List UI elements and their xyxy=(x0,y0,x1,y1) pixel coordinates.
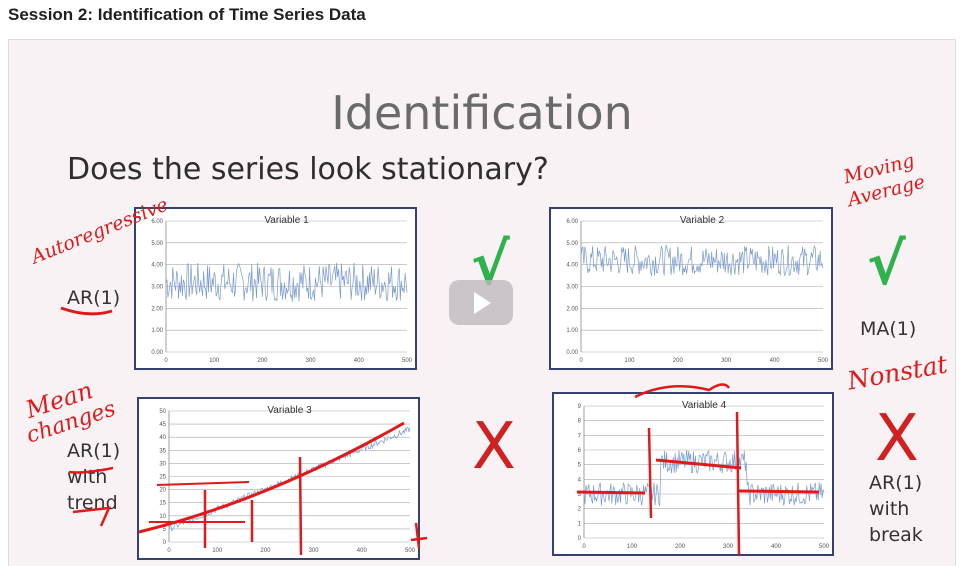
y-tick-label: 3 xyxy=(578,492,582,498)
y-tick-label: 0.00 xyxy=(151,350,163,356)
x-tick-label: 100 xyxy=(209,358,220,364)
x-tick-label: 0 xyxy=(167,548,171,554)
annotation-nonstat: Nonstat xyxy=(845,349,950,396)
x-tick-label: 500 xyxy=(818,358,829,364)
x-tick-label: 500 xyxy=(819,544,830,550)
x-tick-label: 0 xyxy=(579,358,583,364)
y-tick-label: 4 xyxy=(578,477,582,483)
y-tick-label: 9 xyxy=(578,404,582,410)
label-ar1-trend: AR(1) with trend xyxy=(67,438,120,516)
series-line xyxy=(580,244,824,276)
y-tick-label: 30 xyxy=(159,461,166,467)
y-tick-label: 3.00 xyxy=(151,285,163,291)
y-tick-label: 1.00 xyxy=(151,328,163,334)
label-trend: trend xyxy=(67,492,118,514)
chart-title: Variable 2 xyxy=(680,215,725,226)
y-tick-label: 1.00 xyxy=(566,328,578,334)
label-ma1: MA(1) xyxy=(860,318,917,340)
checkmark-icon: √ xyxy=(867,230,906,298)
chart-variable-2-plot: 0.00 1.00 2.00 3.00 4.00 5.00 6.00 0 100 200 300 40… xyxy=(566,215,829,364)
x-tick-label: 500 xyxy=(405,548,416,554)
cross-icon: X xyxy=(472,410,516,484)
x-tick-label: 200 xyxy=(260,548,271,554)
chart-variable-1-plot: 0.00 1.00 2.00 3.00 4.00 5.00 6.00 0 100 200 300 40… xyxy=(151,215,413,364)
y-tick-label: 40 xyxy=(159,435,166,441)
y-tick-label: 2 xyxy=(578,507,582,513)
video-player[interactable]: Identification Does the series look stat… xyxy=(8,39,956,566)
y-tick-label: 4.00 xyxy=(566,263,578,269)
x-tick-label: 0 xyxy=(582,544,586,550)
x-tick-label: 100 xyxy=(624,358,635,364)
y-tick-label: 8 xyxy=(578,419,582,425)
y-tick-label: 35 xyxy=(159,448,166,454)
chart-variable-4-plot: 0 1 2 3 4 5 6 7 8 9 0 100 200 300 400 500 Variable 4 xyxy=(578,400,830,550)
y-tick-label: 6.00 xyxy=(151,219,163,225)
x-tick-label: 300 xyxy=(306,358,317,364)
chart-title: Variable 1 xyxy=(264,215,309,226)
x-tick-label: 0 xyxy=(164,358,168,364)
series-line xyxy=(583,450,825,507)
x-tick-label: 300 xyxy=(721,358,732,364)
y-tick-label: 0 xyxy=(578,536,582,542)
x-tick-label: 300 xyxy=(309,548,320,554)
label-break: break xyxy=(869,524,923,546)
session-title: Session 2: Identification of Time Series… xyxy=(8,5,366,24)
y-tick-label: 6 xyxy=(578,448,582,454)
series-line xyxy=(165,262,408,302)
x-tick-label: 400 xyxy=(770,358,781,364)
label-ar1-b: AR(1) xyxy=(67,440,121,462)
chart-variable-3: 0 5 10 15 20 25 30 35 40 45 50 0 100 200 300 400 500 Vari… xyxy=(137,397,420,560)
label-with: with xyxy=(67,466,108,488)
label-with-right: with xyxy=(869,498,910,520)
x-tick-label: 400 xyxy=(354,358,365,364)
x-tick-label: 100 xyxy=(627,544,638,550)
label-ar1-top: AR(1) xyxy=(67,287,121,309)
x-tick-label: 300 xyxy=(723,544,734,550)
chart-title: Variable 4 xyxy=(682,400,727,411)
slide-question: Does the series look stationary? xyxy=(67,152,549,187)
x-tick-label: 500 xyxy=(402,358,413,364)
x-tick-label: 400 xyxy=(357,548,368,554)
slide-heading: Identification xyxy=(331,86,633,140)
x-tick-label: 200 xyxy=(673,358,684,364)
y-tick-label: 5 xyxy=(163,527,167,533)
y-tick-label: 10 xyxy=(159,514,166,520)
y-tick-label: 15 xyxy=(159,501,166,507)
y-tick-label: 50 xyxy=(159,409,166,415)
y-tick-label: 3.00 xyxy=(566,285,578,291)
chart-variable-1: 0.00 1.00 2.00 3.00 4.00 5.00 6.00 0 100 200 300 40… xyxy=(134,207,417,370)
label-ar1-break: AR(1) with break xyxy=(869,470,923,548)
y-tick-label: 2.00 xyxy=(151,306,163,312)
y-tick-label: 6.00 xyxy=(566,219,578,225)
series-line xyxy=(168,426,411,532)
x-tick-label: 200 xyxy=(675,544,686,550)
y-tick-label: 25 xyxy=(159,475,166,481)
y-tick-label: 2.00 xyxy=(566,306,578,312)
y-tick-label: 4.00 xyxy=(151,263,163,269)
y-tick-label: 1 xyxy=(578,521,582,527)
play-button[interactable] xyxy=(449,280,513,325)
y-tick-label: 5 xyxy=(578,463,582,469)
y-tick-label: 0 xyxy=(163,540,167,546)
chart-variable-2: 0.00 1.00 2.00 3.00 4.00 5.00 6.00 0 100 200 300 40… xyxy=(549,207,833,370)
chart-title: Variable 3 xyxy=(267,405,312,416)
y-tick-label: 5.00 xyxy=(151,241,163,247)
label-ar1-right: AR(1) xyxy=(869,472,923,494)
y-tick-label: 5.00 xyxy=(566,241,578,247)
cross-icon: X xyxy=(875,402,919,476)
y-tick-label: 7 xyxy=(578,433,582,439)
x-tick-label: 200 xyxy=(257,358,268,364)
y-tick-label: 20 xyxy=(159,488,166,494)
chart-variable-4: 0 1 2 3 4 5 6 7 8 9 0 100 200 300 400 500 Variable 4 xyxy=(552,392,834,556)
y-tick-label: 45 xyxy=(159,422,166,428)
y-tick-label: 0.00 xyxy=(566,350,578,356)
x-tick-label: 100 xyxy=(212,548,223,554)
x-tick-label: 400 xyxy=(771,544,782,550)
